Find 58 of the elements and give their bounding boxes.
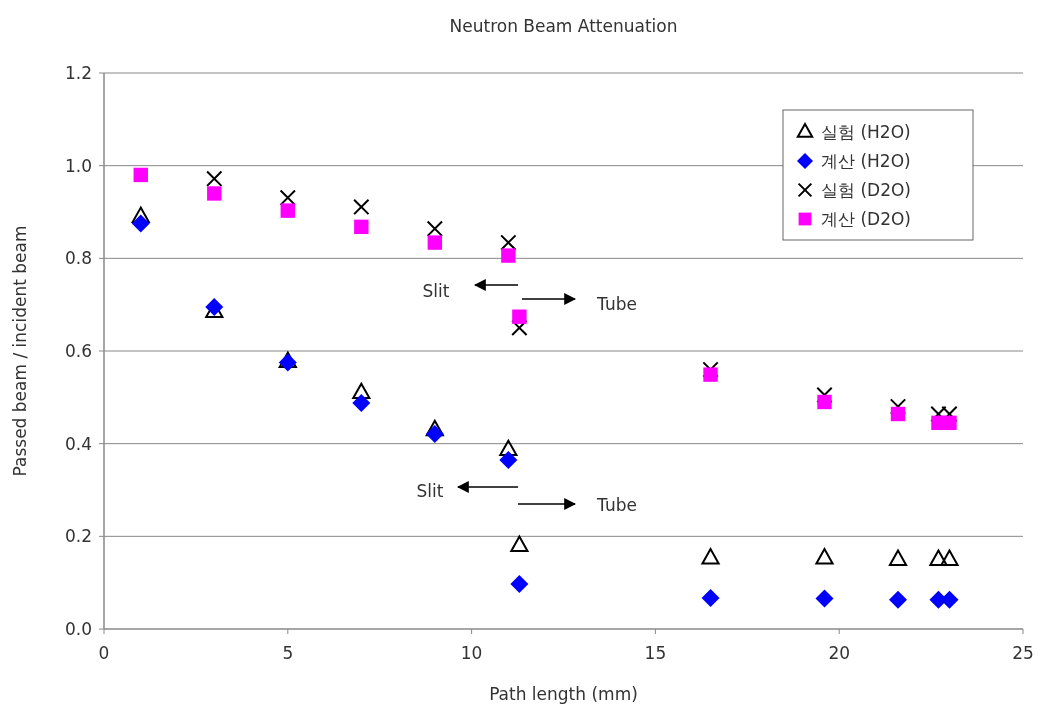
point <box>353 198 370 216</box>
y-tick-label: 0.6 <box>64 341 92 361</box>
point <box>131 214 150 233</box>
point <box>701 588 720 607</box>
point <box>701 548 720 565</box>
point <box>815 589 834 608</box>
point <box>427 235 443 250</box>
point <box>426 220 444 237</box>
x-tick-label: 5 <box>282 643 294 663</box>
x-tick-label: 20 <box>828 643 851 663</box>
point <box>352 393 371 412</box>
point <box>131 206 150 224</box>
y-tick-label: 1.2 <box>64 63 92 83</box>
point <box>889 590 908 609</box>
x-tick-label: 15 <box>644 643 667 663</box>
point <box>703 367 718 382</box>
y-tick-label: 0.0 <box>64 619 92 639</box>
x-tick-label: 25 <box>1012 643 1034 663</box>
legend-label: 계산 (H2O) <box>821 151 911 171</box>
point <box>206 170 223 187</box>
annotation: Slit <box>416 481 444 501</box>
y-tick-label: 0.8 <box>64 248 92 269</box>
point <box>352 382 371 400</box>
point <box>499 439 518 457</box>
point <box>815 548 834 565</box>
point <box>817 394 832 410</box>
point <box>940 549 959 566</box>
annotation: Tube <box>596 495 637 515</box>
y-tick-label: 0.2 <box>64 526 92 547</box>
point <box>888 549 908 566</box>
point <box>425 419 444 437</box>
annotation: Slit <box>422 281 450 301</box>
legend-label: 실험 (D2O) <box>821 180 911 200</box>
x-axis-title: Path length (mm) <box>489 684 638 704</box>
point <box>280 203 295 218</box>
point <box>501 248 516 263</box>
point <box>425 424 444 443</box>
point <box>510 575 529 594</box>
legend-label: 계산 (D2O) <box>821 209 911 229</box>
y-axis-title: Passed beam / incident beam <box>10 225 30 477</box>
x-tick-label: 10 <box>460 643 483 663</box>
x-tick-label: 0 <box>98 643 110 663</box>
legend-label: 실험 (H2O) <box>821 122 911 142</box>
point <box>500 234 517 251</box>
point <box>499 450 518 469</box>
point <box>890 406 906 422</box>
point <box>929 549 948 566</box>
point <box>510 535 529 552</box>
point <box>512 309 527 324</box>
point <box>133 167 148 183</box>
annotation: Tube <box>596 294 637 314</box>
point <box>207 186 222 201</box>
y-tick-label: 0.4 <box>64 433 92 454</box>
point <box>279 189 296 206</box>
chart-title: Neutron Beam Attenuation <box>449 16 678 36</box>
point <box>942 415 957 431</box>
y-tick-label: 1.0 <box>64 155 92 176</box>
point <box>354 219 369 235</box>
